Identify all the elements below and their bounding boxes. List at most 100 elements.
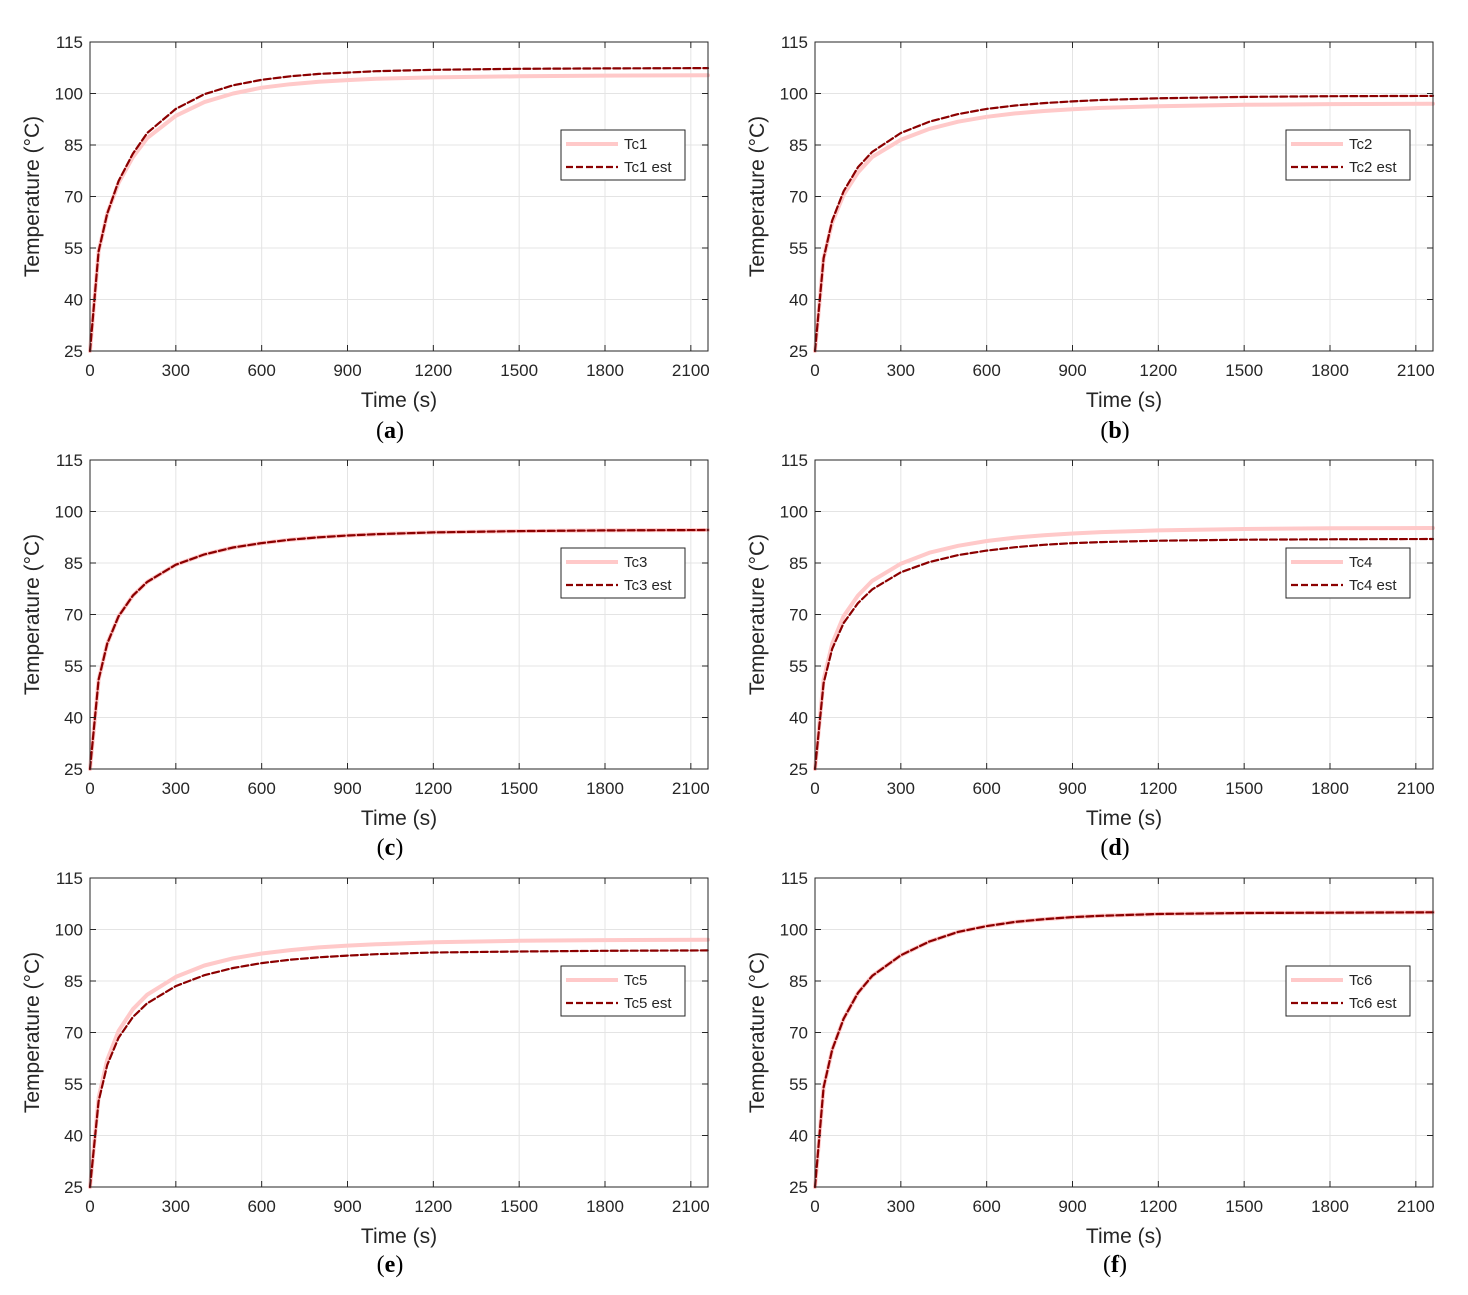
panel-caption-open: ( xyxy=(1100,835,1108,861)
panel-caption-open: ( xyxy=(377,835,385,861)
x-tick-label: 1200 xyxy=(1139,1197,1177,1216)
series-line-tc2-est xyxy=(813,94,1435,353)
legend-box xyxy=(1285,129,1411,181)
x-tick-label: 1500 xyxy=(1225,1197,1263,1216)
panel-caption-close: ) xyxy=(395,1252,403,1278)
panel-caption-close: ) xyxy=(1122,835,1130,861)
y-tick-label: 85 xyxy=(789,972,808,991)
x-tick-label: 1800 xyxy=(586,779,624,798)
panel-caption-close: ) xyxy=(396,418,404,444)
x-axis-label: Time (s) xyxy=(361,389,437,412)
x-tick-label: 2100 xyxy=(672,779,710,798)
y-axis-label: Temperature (°C) xyxy=(21,534,44,695)
y-axis-label: Temperature (°C) xyxy=(746,952,769,1113)
x-axis-label: Time (s) xyxy=(1086,807,1162,830)
panel-caption-close: ) xyxy=(395,835,403,861)
x-tick-label: 900 xyxy=(333,361,361,380)
y-tick-label: 25 xyxy=(789,342,808,361)
y-tick-label: 115 xyxy=(781,33,808,52)
x-tick-label: 1200 xyxy=(414,779,452,798)
y-tick-label: 100 xyxy=(55,503,83,522)
x-tick-label: 900 xyxy=(333,1197,361,1216)
x-tick-label: 1200 xyxy=(414,1197,452,1216)
x-tick-label: 600 xyxy=(972,1197,1000,1216)
panel-d: 0 300 600 900 1200 1500 1800 2100 25 40 55 70 85 100 1… xyxy=(746,451,1435,861)
y-tick-label: 85 xyxy=(64,972,83,991)
x-tick-label: 600 xyxy=(972,361,1000,380)
x-tick-label: 1500 xyxy=(500,361,538,380)
series-line-tc6-est xyxy=(813,911,1435,1189)
y-axis-label: Temperature (°C) xyxy=(21,116,44,277)
y-tick-label: 70 xyxy=(789,188,808,207)
x-tick-label: 300 xyxy=(162,779,190,798)
y-tick-label: 100 xyxy=(780,921,808,940)
legend-box xyxy=(560,129,686,181)
x-tick-label: 2100 xyxy=(1397,1197,1435,1216)
x-tick-label: 0 xyxy=(85,361,94,380)
x-tick-label: 0 xyxy=(85,1197,94,1216)
x-tick-label: 0 xyxy=(810,361,819,380)
panel-e: 0 300 600 900 1200 1500 1800 2100 25 40 55 70 85 100 1… xyxy=(21,869,710,1278)
x-tick-label: 300 xyxy=(887,1197,915,1216)
y-tick-label: 115 xyxy=(56,869,83,888)
y-tick-label: 25 xyxy=(64,1178,83,1197)
x-tick-label: 1800 xyxy=(1311,361,1349,380)
y-axis-label: Temperature (°C) xyxy=(746,534,769,695)
series-line-tc5 xyxy=(88,937,710,1189)
legend-box xyxy=(560,965,686,1017)
panel-a: 0 300 600 900 1200 1500 1800 2100 25 40 55 70 85 100 1… xyxy=(21,33,710,444)
x-tick-label: 0 xyxy=(810,779,819,798)
x-tick-label: 600 xyxy=(247,1197,275,1216)
legend-label: Tc1 xyxy=(624,136,647,153)
y-tick-label: 85 xyxy=(789,554,808,573)
panel-caption-open: ( xyxy=(377,1252,385,1278)
y-tick-label: 40 xyxy=(64,709,83,728)
series-line-tc1-est xyxy=(88,66,710,353)
series-line-tc4-est xyxy=(813,537,1435,771)
y-tick-label: 70 xyxy=(64,188,83,207)
x-tick-label: 1800 xyxy=(586,361,624,380)
panel-caption-close: ) xyxy=(1122,418,1130,444)
x-tick-label: 2100 xyxy=(1397,779,1435,798)
y-tick-label: 40 xyxy=(789,291,808,310)
x-tick-label: 300 xyxy=(887,779,915,798)
y-tick-label: 70 xyxy=(789,606,808,625)
y-tick-label: 55 xyxy=(64,657,83,676)
y-tick-label: 115 xyxy=(781,869,808,888)
x-tick-label: 900 xyxy=(1058,1197,1086,1216)
panel-b: 0 300 600 900 1200 1500 1800 2100 25 40 55 70 85 100 1… xyxy=(746,33,1435,444)
legend-label: Tc5 xyxy=(624,972,647,989)
x-tick-label: 600 xyxy=(247,361,275,380)
x-axis-label: Time (s) xyxy=(361,807,437,830)
legend-label: Tc4 est xyxy=(1349,577,1397,594)
x-tick-label: 2100 xyxy=(1397,361,1435,380)
y-tick-label: 25 xyxy=(789,760,808,779)
y-tick-label: 85 xyxy=(789,136,808,155)
panel-caption-letter: e xyxy=(385,1252,396,1278)
legend-label: Tc3 xyxy=(624,554,647,571)
y-tick-label: 55 xyxy=(64,239,83,258)
x-axis-label: Time (s) xyxy=(1086,1225,1162,1248)
panel-caption-close: ) xyxy=(1119,1252,1127,1278)
panel-caption: (a) xyxy=(376,418,404,444)
y-tick-label: 70 xyxy=(64,1024,83,1043)
legend-label: Tc2 est xyxy=(1349,159,1397,176)
panel-caption-letter: c xyxy=(385,835,396,861)
y-tick-label: 115 xyxy=(781,451,808,470)
y-tick-label: 115 xyxy=(56,33,83,52)
panel-caption: (e) xyxy=(377,1252,404,1278)
x-axis-label: Time (s) xyxy=(1086,389,1162,412)
x-tick-label: 1200 xyxy=(1139,779,1177,798)
y-tick-label: 40 xyxy=(64,291,83,310)
y-axis-label: Temperature (°C) xyxy=(21,952,44,1113)
x-tick-label: 0 xyxy=(85,779,94,798)
legend-label: Tc2 xyxy=(1349,136,1372,153)
x-tick-label: 1200 xyxy=(414,361,452,380)
x-tick-label: 600 xyxy=(972,779,1000,798)
y-tick-label: 40 xyxy=(64,1127,83,1146)
x-tick-label: 1500 xyxy=(1225,779,1263,798)
legend-label: Tc3 est xyxy=(624,577,672,594)
panel-caption: (d) xyxy=(1100,835,1129,861)
y-tick-label: 40 xyxy=(789,1127,808,1146)
y-tick-label: 100 xyxy=(780,503,808,522)
